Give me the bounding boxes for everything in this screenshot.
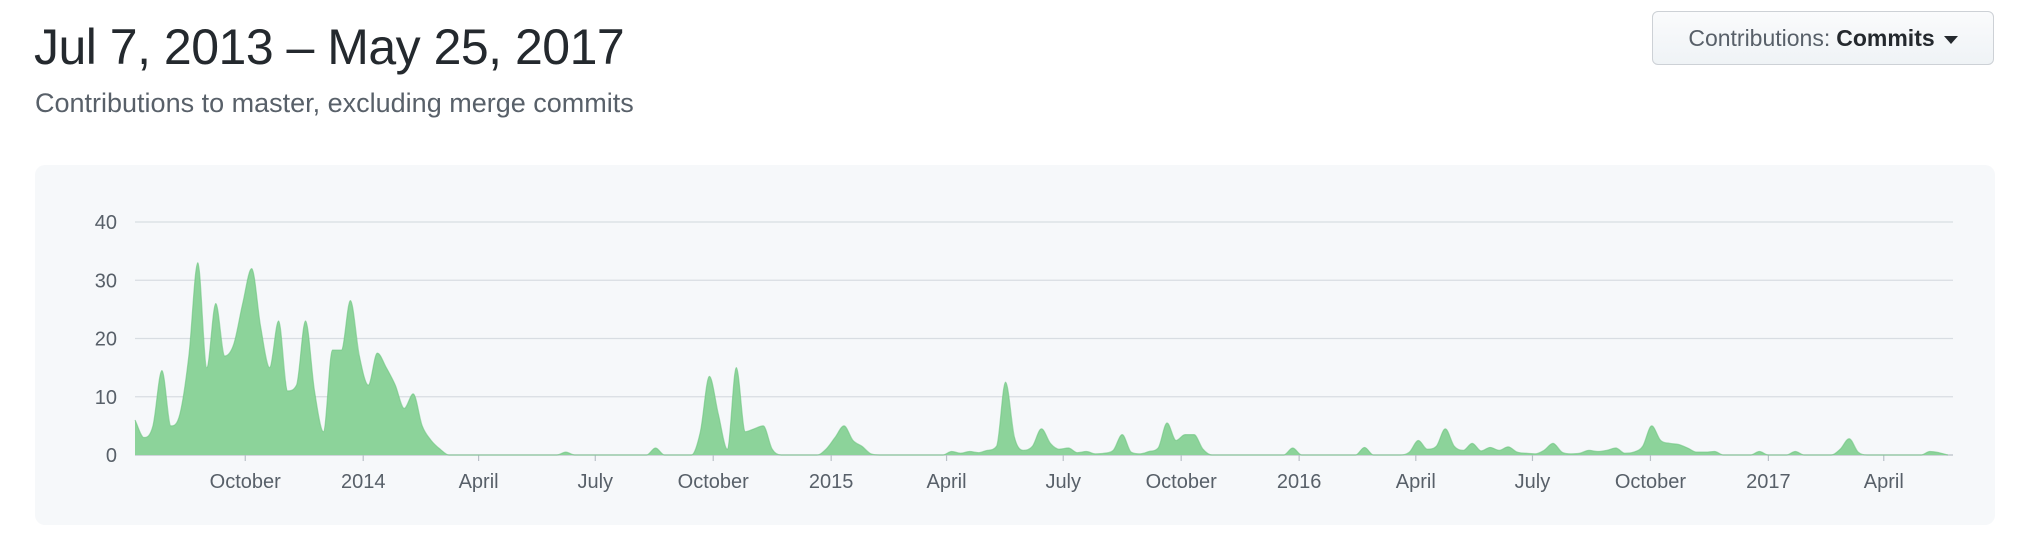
contributions-chart: 0 10 20 30 40 October 2014 April July October 2015… <box>35 165 1995 525</box>
x-tick-label: October <box>678 471 749 493</box>
y-tick-label: 20 <box>95 329 117 351</box>
x-tick-label: April <box>459 471 499 493</box>
x-tick-label: July <box>1515 471 1551 493</box>
commits-area <box>135 262 1948 455</box>
x-tick-label: April <box>1864 471 1904 493</box>
x-tick-label: July <box>577 471 613 493</box>
x-tick-label: October <box>1615 471 1686 493</box>
dropdown-selected-value: Commits <box>1836 24 1935 51</box>
date-range-title: Jul 7, 2013 – May 25, 2017 <box>34 19 625 75</box>
chart-svg: 0 10 20 30 40 October 2014 April July October 2015… <box>95 212 1953 493</box>
x-tick-label: April <box>1396 471 1436 493</box>
y-tick-label: 30 <box>95 270 117 292</box>
x-tick-label: October <box>210 471 281 493</box>
contributions-type-dropdown[interactable]: Contributions: Commits <box>1652 11 1994 65</box>
x-tick-label: 2016 <box>1277 471 1322 493</box>
y-tick-label: 0 <box>106 445 117 467</box>
commits-line <box>134 262 1949 456</box>
x-tick-label: 2017 <box>1746 471 1791 493</box>
x-tick-label: 2015 <box>809 471 854 493</box>
x-tick-label: April <box>927 471 967 493</box>
dropdown-prefix-label: Contributions: <box>1688 24 1831 51</box>
x-tick-label: July <box>1045 471 1081 493</box>
chart-subtitle: Contributions to master, excluding merge… <box>35 88 634 118</box>
x-tick-label: 2014 <box>341 471 386 493</box>
y-tick-label: 10 <box>95 387 117 409</box>
caret-down-icon <box>1943 35 1958 44</box>
x-tick-label: October <box>1146 471 1217 493</box>
y-tick-label: 40 <box>95 212 117 234</box>
